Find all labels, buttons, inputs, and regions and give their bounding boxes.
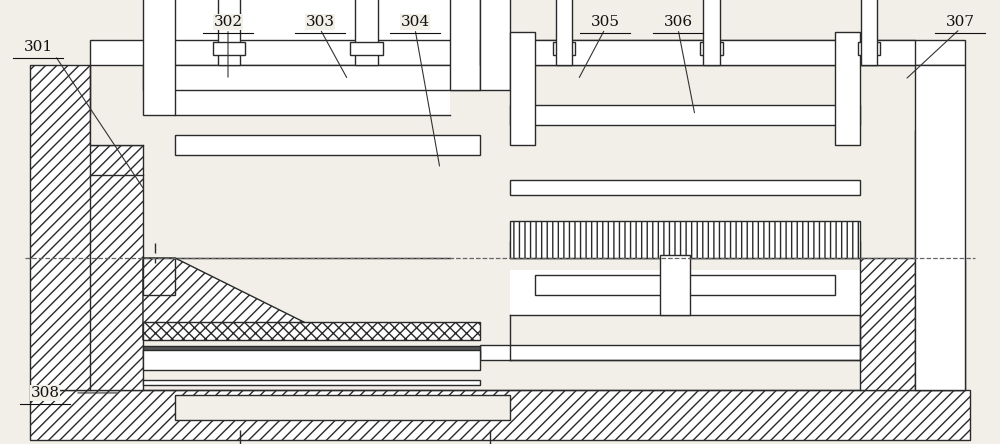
Polygon shape	[30, 65, 143, 390]
Bar	[480, 40, 915, 65]
Bar	[90, 115, 143, 145]
Bar	[175, 395, 510, 420]
Bar	[143, 350, 480, 370]
Bar	[858, 42, 880, 55]
Bar	[556, 0, 572, 65]
Bar	[700, 42, 723, 55]
Bar	[510, 241, 860, 258]
Bar	[175, 135, 480, 155]
Bar	[480, 0, 510, 90]
Bar	[480, 345, 860, 360]
Bar	[90, 40, 965, 65]
Bar	[510, 221, 860, 258]
Text: 304: 304	[400, 15, 430, 29]
Text: 307: 307	[946, 15, 974, 29]
Polygon shape	[860, 258, 915, 390]
Bar	[535, 275, 835, 295]
Text: 302: 302	[213, 15, 243, 29]
Polygon shape	[143, 258, 175, 295]
Polygon shape	[143, 258, 340, 340]
Bar	[835, 32, 860, 145]
Text: 306: 306	[663, 15, 693, 29]
Bar	[703, 0, 720, 65]
Polygon shape	[860, 260, 965, 390]
Bar	[218, 0, 240, 65]
Polygon shape	[30, 390, 970, 440]
Bar	[143, 346, 480, 358]
Bar	[143, 380, 480, 385]
Text: 308: 308	[30, 386, 60, 400]
Bar	[143, 322, 480, 340]
Bar	[510, 32, 535, 145]
Bar	[660, 255, 690, 315]
Text: 303: 303	[306, 15, 334, 29]
Bar	[450, 0, 480, 90]
Bar	[143, 0, 175, 115]
Text: 301: 301	[23, 40, 53, 54]
Bar	[175, 0, 450, 115]
Bar	[213, 42, 245, 55]
Text: 305: 305	[590, 15, 620, 29]
Bar	[143, 65, 480, 90]
Bar	[355, 0, 378, 65]
Bar	[510, 105, 860, 125]
Bar	[861, 0, 877, 65]
Bar	[350, 42, 383, 55]
Bar	[553, 42, 575, 55]
Bar	[510, 270, 860, 315]
Bar	[915, 65, 965, 390]
Bar	[510, 180, 860, 195]
